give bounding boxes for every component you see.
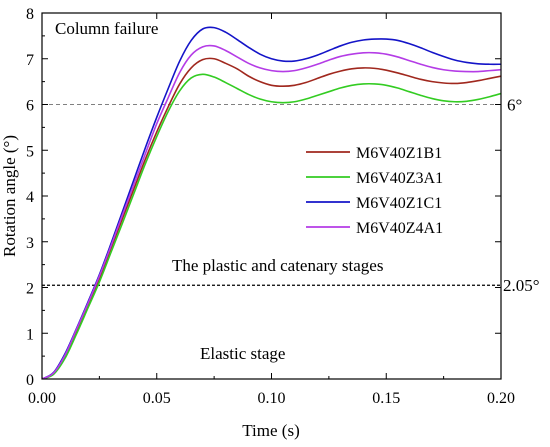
legend: M6V40Z1B1 M6V40Z3A1 M6V40Z1C1 M6V40Z4A1: [306, 145, 443, 237]
x-tick-label: 0.05: [143, 390, 171, 407]
y-tick-label: 2: [26, 281, 34, 298]
legend-label: M6V40Z3A1: [356, 170, 443, 187]
y-tick-label: 4: [26, 189, 34, 206]
y-tick-label: 7: [26, 52, 34, 69]
y-tick-label: 3: [26, 235, 34, 252]
y-tick-label: 5: [26, 143, 34, 160]
reference-label-6-degrees: 6°: [507, 96, 522, 115]
y-tick-label: 6: [26, 98, 34, 115]
x-tick-label: 0.20: [487, 390, 515, 407]
y-tick-label: 8: [26, 6, 34, 23]
series-line-m6v40z3a1: [42, 73, 501, 379]
x-tick-label: 0.10: [258, 390, 286, 407]
y-tick-label: 0: [26, 372, 34, 389]
legend-label: M6V40Z4A1: [356, 220, 443, 237]
series-line-m6v40z4a1: [42, 44, 501, 379]
series-line-m6v40z1c1: [42, 26, 501, 379]
y-axis-title: Rotation angle (°): [0, 135, 19, 257]
x-tick-label: 0.15: [372, 390, 400, 407]
reference-label-2-05-degrees: 2.05°: [503, 276, 540, 295]
y-tick-label: 1: [26, 326, 34, 343]
series-line-m6v40z1b1: [42, 57, 501, 379]
legend-label: M6V40Z1C1: [356, 195, 442, 212]
x-axis-title: Time (s): [242, 421, 299, 440]
annotation-column-failure: Column failure: [55, 19, 158, 38]
x-tick-label: 0.00: [28, 390, 56, 407]
legend-label: M6V40Z1B1: [356, 145, 442, 162]
annotation-plastic-catenary: The plastic and catenary stages: [172, 256, 383, 275]
annotation-elastic-stage: Elastic stage: [200, 344, 285, 363]
